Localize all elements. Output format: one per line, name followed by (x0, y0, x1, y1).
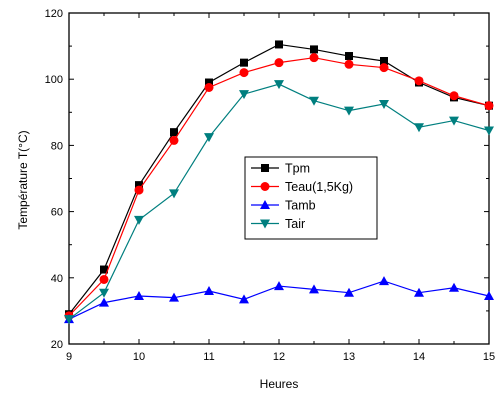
x-tick-label: 14 (413, 351, 425, 363)
x-tick-label: 10 (133, 351, 145, 363)
data-point-tair (64, 315, 74, 325)
data-point-tamb (169, 292, 179, 302)
y-tick-label: 40 (51, 273, 63, 285)
legend-label-tamb: Tamb (285, 199, 316, 213)
data-point-tair (99, 288, 109, 298)
data-point-tamb (344, 287, 354, 297)
legend-label-tair: Tair (285, 217, 305, 231)
data-point-tair (484, 126, 494, 136)
data-point-tair (449, 116, 459, 126)
data-point-tamb (134, 291, 144, 301)
data-point-tamb (309, 284, 319, 294)
legend-marker-tpm (261, 164, 269, 172)
data-point-teau-1-5kg (204, 82, 214, 92)
data-point-teau-1-5kg (169, 135, 179, 145)
legend-marker-tamb (260, 200, 270, 209)
data-point-tpm (240, 58, 248, 67)
data-point-tair (379, 100, 389, 110)
y-tick-label: 120 (45, 8, 63, 20)
data-point-teau-1-5kg (414, 76, 424, 86)
x-tick-label: 13 (343, 351, 355, 363)
data-point-tpm (275, 40, 283, 49)
data-point-tamb (449, 282, 459, 292)
y-tick-label: 60 (51, 207, 63, 219)
data-point-tpm (170, 128, 178, 137)
data-point-tpm (380, 56, 388, 65)
data-point-tpm (345, 52, 353, 61)
data-point-tair (309, 96, 319, 106)
data-point-tpm (310, 45, 318, 54)
y-tick-label: 100 (45, 74, 63, 86)
legend-label-tpm: Tpm (285, 162, 310, 176)
data-point-tair (134, 215, 144, 225)
data-point-tair (204, 133, 214, 143)
data-point-teau-1-5kg (309, 53, 319, 63)
data-point-tair (274, 80, 284, 90)
data-point-teau-1-5kg (99, 274, 109, 284)
legend-marker-teau-1-5kg (260, 182, 270, 191)
data-point-teau-1-5kg (239, 68, 249, 78)
data-point-teau-1-5kg (449, 91, 459, 101)
data-point-teau-1-5kg (379, 63, 389, 73)
x-axis-title: Heures (260, 377, 299, 391)
data-point-tpm (205, 78, 213, 87)
data-point-tpm (135, 181, 143, 190)
data-point-tair (239, 90, 249, 100)
data-point-tamb (274, 281, 284, 291)
data-point-tair (344, 106, 354, 116)
data-point-teau-1-5kg (344, 59, 354, 69)
y-tick-label: 20 (51, 339, 63, 351)
data-point-teau-1-5kg (134, 185, 144, 195)
data-point-tamb (204, 286, 214, 296)
data-point-tair (169, 189, 179, 199)
x-tick-label: 11 (203, 351, 214, 363)
data-point-tair (414, 123, 424, 133)
data-point-teau-1-5kg (274, 58, 284, 68)
y-tick-label: 80 (51, 140, 63, 152)
data-point-tamb (484, 291, 494, 301)
y-axis-title: Température T(°C) (16, 130, 30, 229)
x-tick-label: 15 (483, 351, 495, 363)
data-point-tamb (239, 294, 249, 304)
x-tick-label: 12 (273, 351, 285, 363)
data-point-teau-1-5kg (484, 101, 494, 111)
x-tick-label: 9 (66, 351, 72, 363)
legend-marker-tair (260, 219, 270, 229)
data-point-tamb (99, 297, 109, 307)
data-point-tamb (379, 276, 389, 286)
legend-label-teau-1-5kg: Teau(1,5Kg) (285, 180, 353, 194)
data-point-tamb (414, 287, 424, 297)
data-point-tpm (100, 265, 108, 274)
